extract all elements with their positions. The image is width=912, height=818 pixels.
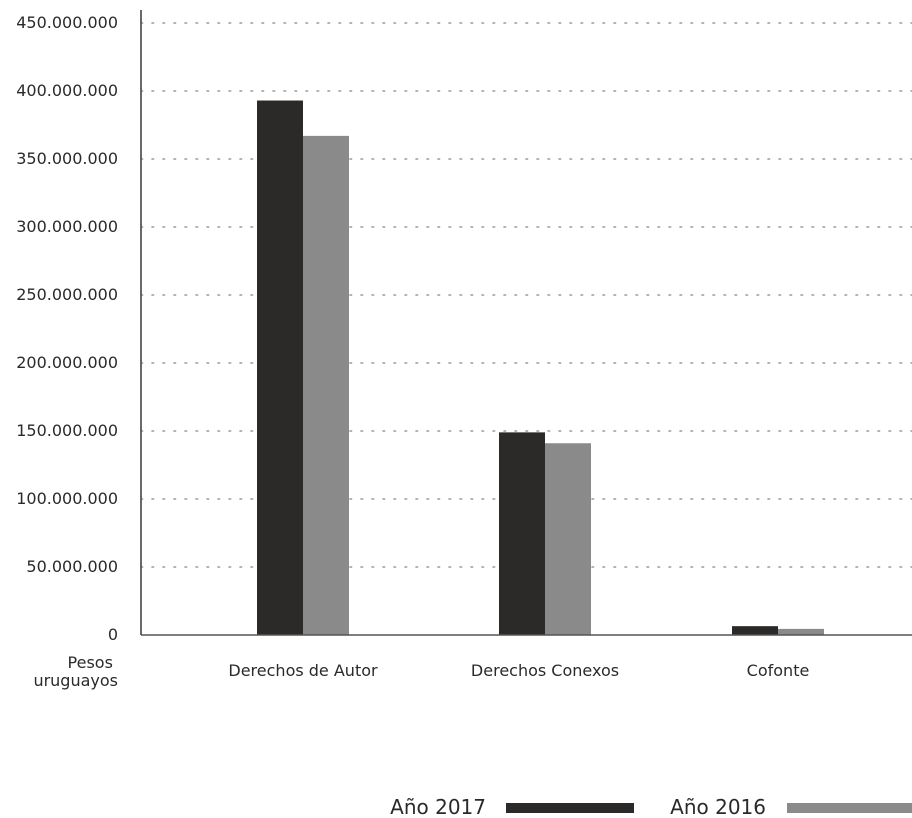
y-axis-unit-label: Pesos uruguayos bbox=[33, 653, 118, 690]
bar-2017 bbox=[499, 432, 545, 635]
y-tick-label: 150.000.000 bbox=[16, 421, 118, 440]
y-unit-line-1: Pesos bbox=[68, 653, 113, 672]
y-tick-label: 450.000.000 bbox=[16, 13, 118, 32]
y-unit-line-2: uruguayos bbox=[33, 671, 118, 690]
bar-2016 bbox=[545, 443, 591, 635]
y-tick-label: 50.000.000 bbox=[26, 557, 118, 576]
bar-2016 bbox=[778, 628, 824, 635]
category-label: Derechos de Autor bbox=[228, 661, 378, 680]
category-label: Cofonte bbox=[747, 661, 810, 680]
legend: Año 2017 Año 2016 bbox=[390, 795, 912, 818]
legend-swatch bbox=[787, 803, 912, 813]
legend-label: Año 2016 bbox=[670, 795, 766, 818]
bars bbox=[257, 100, 824, 635]
bar-2017 bbox=[732, 626, 778, 635]
legend-label: Año 2017 bbox=[390, 795, 486, 818]
y-tick-label: 200.000.000 bbox=[16, 353, 118, 372]
y-axis-ticks: 0 50.000.000 100.000.000 150.000.000 200.000… bbox=[16, 13, 118, 644]
bar-2016 bbox=[303, 135, 349, 635]
y-tick-label: 300.000.000 bbox=[16, 217, 118, 236]
category-labels: Derechos de Autor Derechos Conexos Cofonte bbox=[228, 661, 809, 680]
y-tick-label: 350.000.000 bbox=[16, 149, 118, 168]
y-tick-label: 250.000.000 bbox=[16, 285, 118, 304]
y-tick-label: 0 bbox=[108, 625, 118, 644]
y-tick-label: 100.000.000 bbox=[16, 489, 118, 508]
y-tick-label: 400.000.000 bbox=[16, 81, 118, 100]
bar-2017 bbox=[257, 100, 303, 635]
category-label: Derechos Conexos bbox=[471, 661, 619, 680]
legend-swatch bbox=[506, 803, 634, 813]
